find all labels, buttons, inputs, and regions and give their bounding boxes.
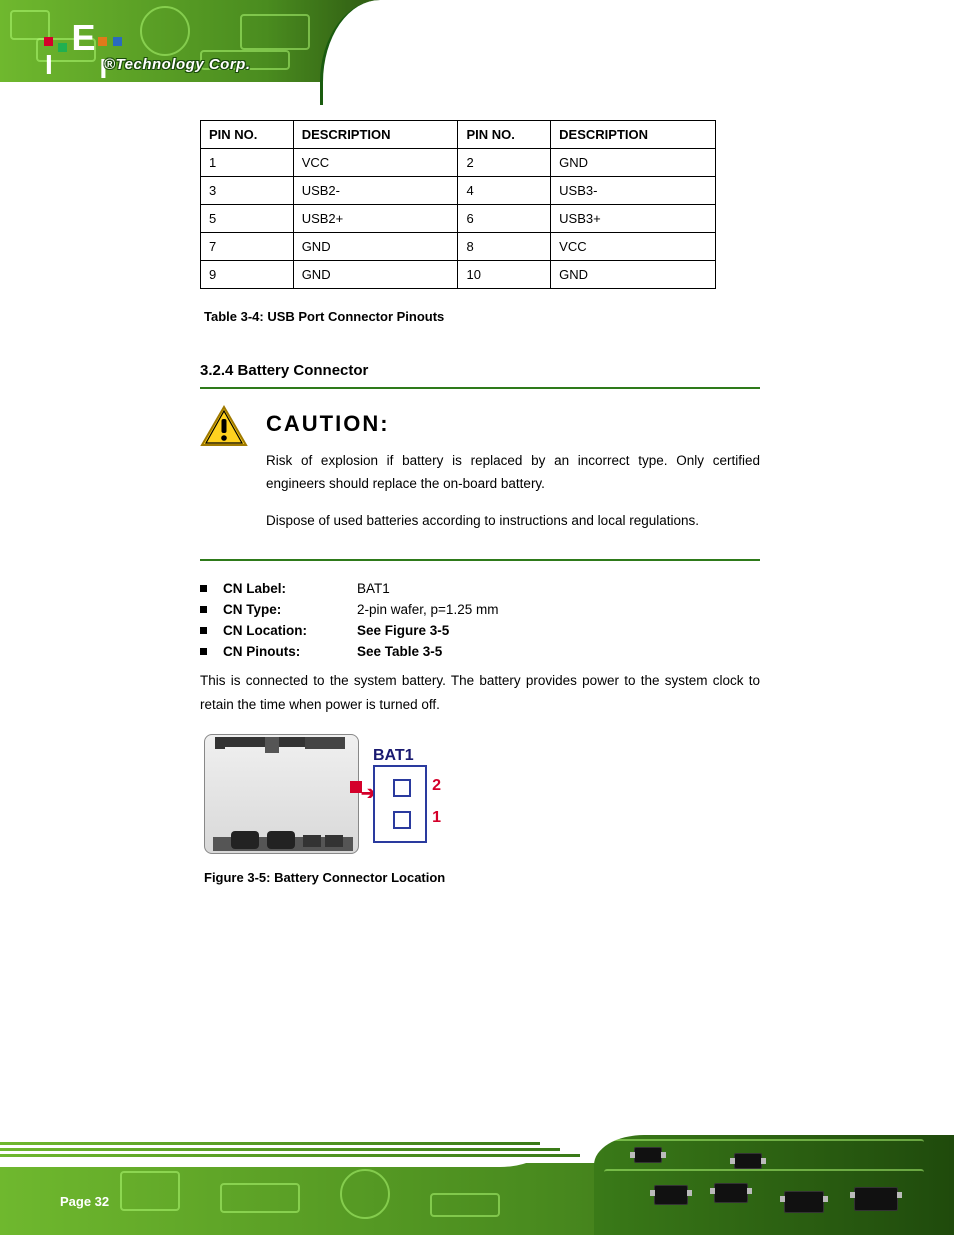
bullet-cn-type: CN Type: 2-pin wafer, p=1.25 mm	[200, 602, 760, 617]
logo-tagline: ®Technology Corp.	[104, 56, 251, 73]
bullet-cn-label: CN Label: BAT1	[200, 581, 760, 596]
table-row: 3 USB2- 4 USB3-	[201, 177, 716, 205]
footer-right-pcb	[594, 1135, 954, 1235]
table-header-row: PIN NO. DESCRIPTION PIN NO. DESCRIPTION	[201, 121, 716, 149]
bullet-cn-loc: CN Location: See Figure 3-5	[200, 623, 760, 638]
table-caption: Table 3-4: USB Port Connector Pinouts	[200, 309, 760, 324]
page-content: PIN NO. DESCRIPTION PIN NO. DESCRIPTION …	[200, 120, 760, 885]
connector-diagram: BAT1 2 1	[373, 765, 427, 843]
th-desc-2: DESCRIPTION	[551, 121, 716, 149]
table-row: 1 VCC 2 GND	[201, 149, 716, 177]
bullet-cn-pin: CN Pinouts: See Table 3-5	[200, 644, 760, 659]
caution-title: CAUTION:	[266, 405, 760, 442]
warning-icon	[200, 405, 248, 533]
header-banner: I E I ®Technology Corp.	[0, 0, 954, 105]
caution-disposal: Dispose of used batteries according to i…	[266, 510, 760, 533]
th-desc-1: DESCRIPTION	[293, 121, 458, 149]
footer-banner: Page 32	[0, 1125, 954, 1235]
body-paragraph: This is connected to the system battery.…	[200, 669, 760, 716]
footer-decor-lines	[0, 1133, 600, 1163]
board-diagram: ➔	[204, 734, 359, 854]
figure-block: ➔ BAT1 2 1	[204, 734, 760, 854]
bat-label: BAT1	[373, 747, 414, 765]
pinout-table: PIN NO. DESCRIPTION PIN NO. DESCRIPTION …	[200, 120, 716, 289]
page-number: Page 32	[60, 1194, 109, 1209]
iei-logo: I E I	[44, 20, 123, 83]
caution-block: CAUTION: Risk of explosion if battery is…	[200, 405, 760, 533]
caution-text: CAUTION: Risk of explosion if battery is…	[266, 405, 760, 533]
table-row: 9 GND 10 GND	[201, 261, 716, 289]
divider-bottom	[200, 559, 760, 561]
th-pin-1: PIN NO.	[201, 121, 294, 149]
divider-top	[200, 387, 760, 389]
pin-number-2: 2	[432, 777, 441, 795]
table-row: 7 GND 8 VCC	[201, 233, 716, 261]
caution-body: Risk of explosion if battery is replaced…	[266, 450, 760, 496]
section-heading: 3.2.4 Battery Connector	[200, 362, 760, 379]
figure-caption: Figure 3-5: Battery Connector Location	[200, 870, 760, 885]
pin-number-1: 1	[432, 809, 441, 827]
th-pin-2: PIN NO.	[458, 121, 551, 149]
table-row: 5 USB2+ 6 USB3+	[201, 205, 716, 233]
